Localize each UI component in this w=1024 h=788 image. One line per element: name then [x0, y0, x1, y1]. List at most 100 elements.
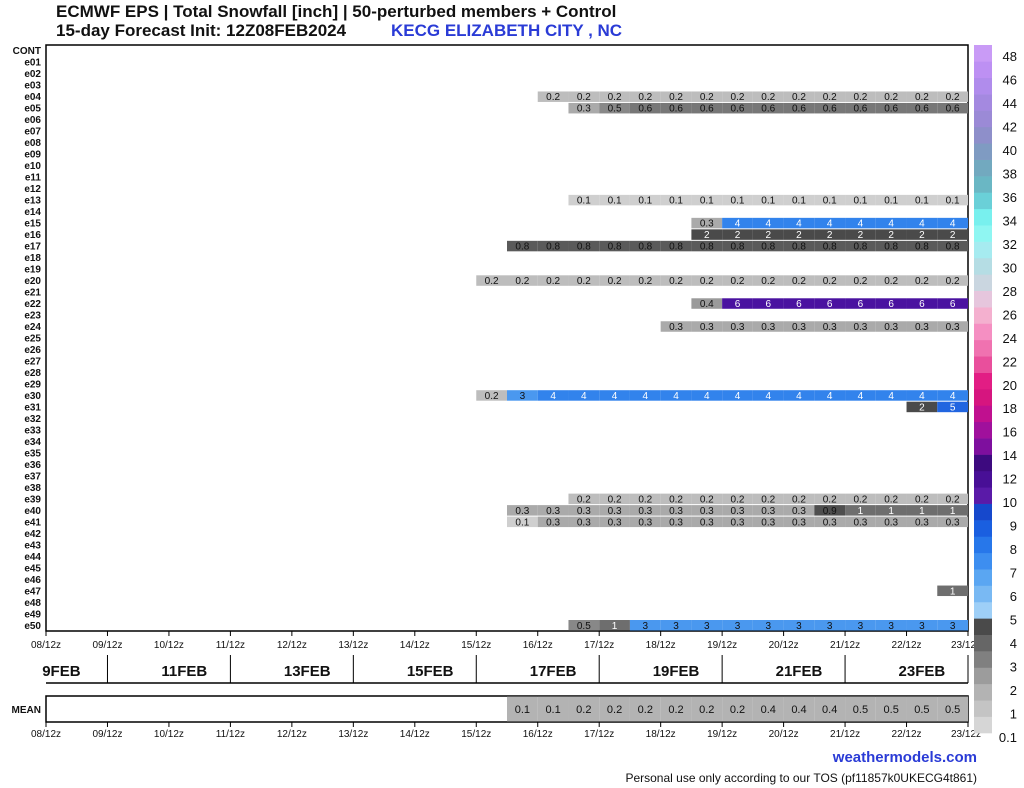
cell-value-label: 0.2 [485, 276, 499, 287]
member-label: e45 [24, 563, 41, 574]
snow-cell [783, 102, 815, 114]
colorbar-segment [974, 520, 992, 537]
cell-value-label: 0.2 [915, 92, 929, 103]
member-label: e23 [24, 311, 41, 322]
snow-cell [937, 516, 968, 528]
cell-value-label: 0.2 [731, 92, 745, 103]
snow-cell [937, 91, 968, 102]
snow-cell [906, 91, 938, 102]
snow-cell [629, 505, 661, 516]
snow-cell [814, 390, 846, 401]
snow-cell [629, 493, 661, 505]
snow-cell [691, 194, 723, 206]
snow-cell [568, 505, 600, 516]
snow-cell [629, 194, 661, 206]
mean-value-label: 0.2 [607, 704, 622, 716]
date-label: 23FEB [899, 663, 946, 680]
brand-link[interactable]: weathermodels.com [832, 749, 977, 766]
member-label: e31 [24, 402, 41, 413]
cell-value-label: 3 [919, 621, 925, 632]
snow-cell [599, 493, 630, 505]
mean-time-tick-label: 11/12z [216, 729, 245, 740]
cell-value-label: 0.3 [823, 322, 837, 333]
snow-cell [845, 240, 876, 252]
time-tick-label: 08/12z [31, 640, 61, 651]
date-label: 11FEB [161, 663, 207, 680]
colorbar-segment [974, 438, 992, 455]
snow-cell [937, 505, 968, 516]
snow-cell [660, 91, 692, 102]
mean-time-tick-label: 14/12z [400, 729, 430, 740]
snow-cell [629, 91, 661, 102]
snow-cell [752, 194, 784, 206]
member-label: e46 [24, 575, 41, 586]
snow-cell [906, 194, 938, 206]
cell-value-label: 0.1 [700, 196, 714, 207]
snow-cell [752, 620, 784, 631]
member-label: e44 [24, 552, 41, 563]
snow-cell [752, 505, 784, 516]
colorbar-segment [974, 77, 992, 95]
cell-value-label: 0.1 [515, 517, 529, 528]
colorbar-label: 28 [1003, 284, 1017, 299]
colorbar-segment [974, 110, 992, 128]
cell-value-label: 3 [643, 621, 649, 632]
snow-cell [783, 194, 815, 206]
cell-value-label: 0.2 [669, 494, 683, 505]
cell-value-label: 0.9 [823, 506, 837, 517]
member-label: e32 [24, 414, 41, 425]
snow-cell [752, 298, 784, 309]
cell-value-label: 4 [858, 391, 864, 402]
time-tick-label: 18/12z [646, 640, 676, 651]
cell-value-label: 0.3 [700, 322, 714, 333]
colorbar-segment [974, 454, 992, 472]
snow-cell [937, 493, 968, 505]
snow-cell [937, 321, 968, 332]
cell-value-label: 4 [950, 391, 956, 402]
member-label: e17 [24, 242, 41, 253]
cell-value-label: 4 [796, 219, 802, 230]
cell-value-label: 0.2 [546, 92, 560, 103]
snow-cell [814, 240, 846, 252]
cell-value-label: 1 [858, 506, 864, 517]
cell-value-label: 0.3 [669, 322, 683, 333]
cell-value-label: 0.2 [792, 276, 806, 287]
snow-cell [875, 505, 907, 516]
time-tick-label: 14/12z [400, 640, 430, 651]
mean-time-tick-label: 18/12z [646, 729, 676, 740]
cell-value-label: 0.8 [700, 242, 714, 253]
snow-cell [814, 194, 846, 206]
member-label: e20 [24, 276, 41, 287]
cell-value-label: 0.2 [638, 276, 652, 287]
cell-value-label: 4 [919, 391, 925, 402]
cell-value-label: 0.2 [761, 92, 775, 103]
cell-value-label: 0.3 [577, 104, 591, 115]
member-label: e40 [24, 506, 41, 517]
snow-cell [937, 217, 968, 229]
mean-value-label: 0.5 [853, 704, 868, 716]
mean-cell [691, 696, 723, 722]
mean-time-tick-label: 19/12z [707, 729, 737, 740]
snow-cell [691, 240, 723, 252]
cell-value-label: 4 [643, 391, 649, 402]
colorbar-segment [974, 585, 992, 603]
cell-value-label: 4 [888, 391, 894, 402]
colorbar-segment [974, 94, 992, 111]
colorbar-segment [974, 241, 992, 259]
snow-cell [722, 505, 753, 516]
snow-cell [537, 91, 569, 102]
cell-value-label: 0.2 [823, 92, 837, 103]
snow-cell [476, 390, 507, 401]
mean-cell [814, 696, 846, 722]
snow-cell [845, 505, 876, 516]
snow-cell [660, 102, 692, 114]
colorbar-segment [974, 45, 992, 62]
snow-cell [814, 493, 846, 505]
snow-cell [906, 298, 938, 309]
member-label: CONT [13, 46, 41, 57]
colorbar-segment [974, 323, 992, 341]
member-label: e11 [25, 173, 42, 184]
snow-cell [783, 620, 815, 631]
colorbar-label: 8 [1010, 542, 1017, 557]
